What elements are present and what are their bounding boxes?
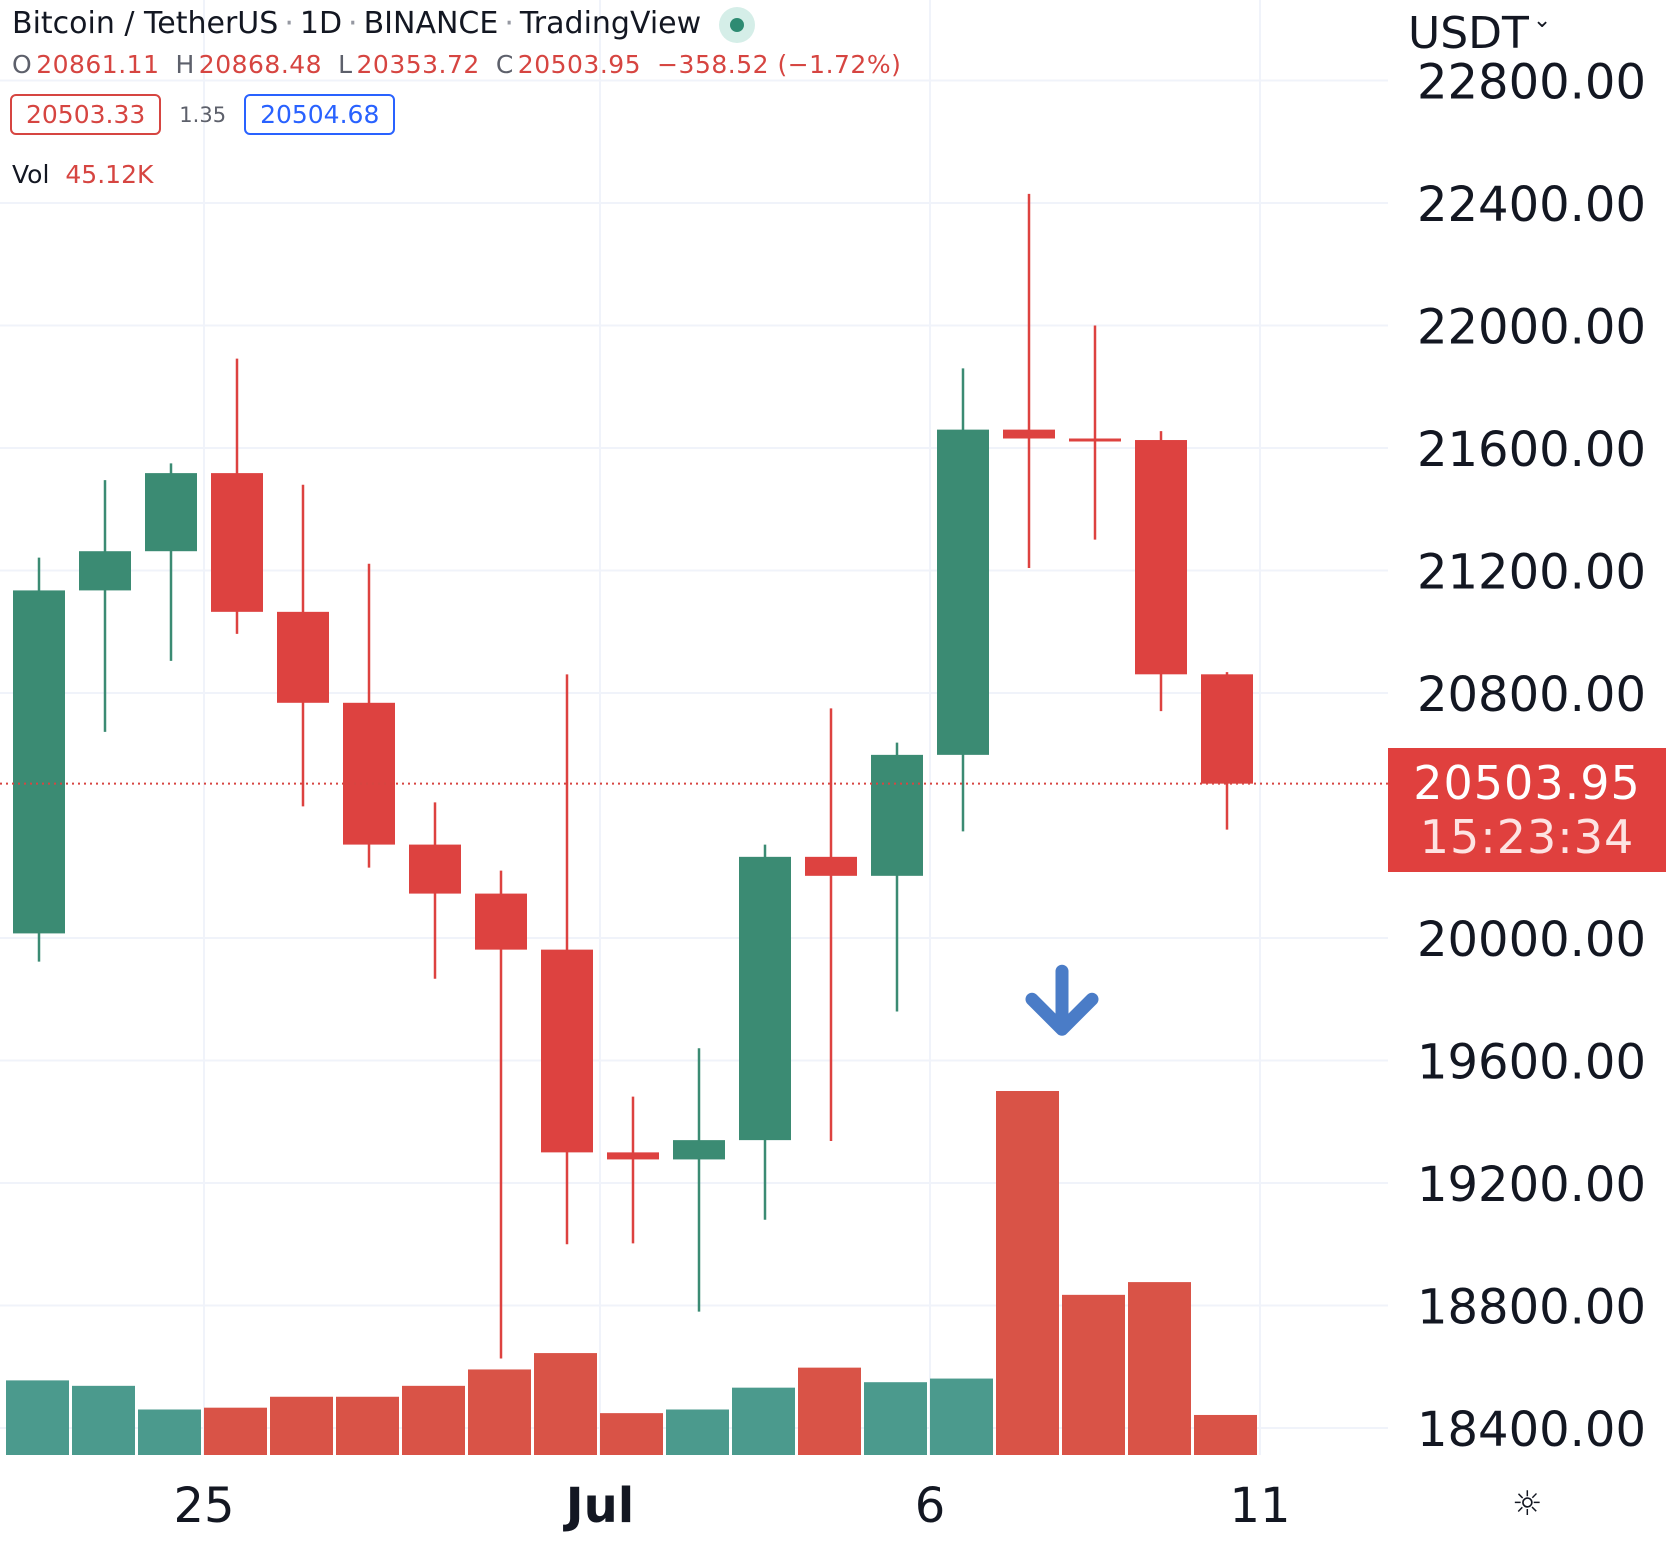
candle-body bbox=[607, 1152, 659, 1160]
candle-body bbox=[343, 702, 395, 845]
interval-label[interactable]: 1D bbox=[299, 6, 343, 41]
y-axis-tick-label: 22800.00 bbox=[1417, 55, 1646, 111]
last-price-label: 20503.95 15:23:34 bbox=[1388, 748, 1666, 872]
candle-body bbox=[1135, 440, 1187, 675]
close-value: 20503.95 bbox=[517, 50, 642, 79]
volume-legend: Vol 45.12K bbox=[12, 160, 153, 189]
volume-bar bbox=[1194, 1414, 1257, 1455]
settings-icon[interactable]: ☼ bbox=[1512, 1484, 1543, 1524]
y-axis-tick-label: 18400.00 bbox=[1417, 1402, 1646, 1458]
legend-separator: · bbox=[348, 6, 358, 41]
volume-bar bbox=[534, 1353, 597, 1455]
candle-body bbox=[1069, 438, 1121, 442]
close-label: C bbox=[495, 50, 514, 79]
ohlc-values: O 20861.11 H 20868.48 L 20353.72 C 20503.95 −358… bbox=[12, 50, 917, 79]
candle-body bbox=[475, 893, 527, 950]
volume-bar bbox=[666, 1409, 729, 1455]
buy-price-button[interactable]: 20504.68 bbox=[244, 94, 396, 135]
high-value: 20868.48 bbox=[198, 50, 323, 79]
arrow-down-icon bbox=[1025, 964, 1099, 1036]
legend-separator: · bbox=[284, 6, 294, 41]
symbol-name[interactable]: Bitcoin / TetherUS bbox=[12, 6, 279, 41]
bid-ask-panel: 20503.33 1.35 20504.68 bbox=[10, 94, 396, 135]
volume-bar bbox=[1062, 1294, 1125, 1455]
last-price-value: 20503.95 bbox=[1413, 756, 1641, 810]
chevron-down-icon: ⌄ bbox=[1532, 8, 1552, 33]
low-label: L bbox=[338, 50, 353, 79]
candle-body bbox=[409, 844, 461, 894]
volume-bar bbox=[996, 1091, 1059, 1455]
currency-selector[interactable]: USDT ⌄ bbox=[1408, 8, 1551, 59]
volume-bar bbox=[468, 1369, 531, 1455]
y-axis-tick-label: 18800.00 bbox=[1417, 1280, 1646, 1336]
candle-body bbox=[805, 856, 857, 876]
candle-body bbox=[937, 429, 989, 755]
spread-value: 1.35 bbox=[179, 102, 227, 127]
candle-body bbox=[13, 590, 65, 934]
volume-bar bbox=[270, 1396, 333, 1455]
candle-body bbox=[1201, 674, 1253, 784]
y-axis-tick-label: 20000.00 bbox=[1417, 912, 1646, 968]
sell-price-button[interactable]: 20503.33 bbox=[10, 94, 162, 135]
volume-bar bbox=[6, 1380, 69, 1455]
candle-body bbox=[277, 611, 329, 703]
arrow-down-path bbox=[1025, 964, 1099, 1036]
x-axis-tick-label: Jul bbox=[563, 1478, 634, 1534]
volume-value: 45.12K bbox=[65, 160, 154, 189]
volume-bar bbox=[138, 1409, 201, 1455]
change-value: −358.52 (−1.72%) bbox=[657, 50, 902, 79]
x-axis-tick-label: 11 bbox=[1229, 1478, 1290, 1534]
volume-bar bbox=[732, 1387, 795, 1455]
candle-body bbox=[739, 856, 791, 1141]
candle-body bbox=[1003, 429, 1055, 439]
volume-bar bbox=[600, 1413, 663, 1455]
high-label: H bbox=[175, 50, 195, 79]
y-axis-tick-label: 20800.00 bbox=[1417, 667, 1646, 723]
low-value: 20353.72 bbox=[356, 50, 480, 79]
y-axis-tick-label: 21600.00 bbox=[1417, 422, 1646, 478]
y-axis-tick-label: 21200.00 bbox=[1417, 545, 1646, 601]
y-axis-tick-label: 22400.00 bbox=[1417, 177, 1646, 233]
candle-body bbox=[673, 1140, 725, 1160]
exchange-label: BINANCE bbox=[363, 6, 499, 41]
bar-countdown: 15:23:34 bbox=[1419, 810, 1635, 864]
volume-bar bbox=[1128, 1282, 1191, 1455]
candle-body bbox=[541, 949, 593, 1153]
open-label: O bbox=[12, 50, 33, 79]
market-status-icon[interactable] bbox=[719, 6, 756, 43]
y-axis-tick-label: 22000.00 bbox=[1417, 300, 1646, 356]
x-axis-tick-label: 6 bbox=[915, 1478, 946, 1534]
source-label: TradingView bbox=[519, 6, 702, 41]
volume-bar bbox=[930, 1378, 993, 1455]
volume-bar bbox=[336, 1396, 399, 1455]
open-value: 20861.11 bbox=[36, 50, 160, 79]
currency-label: USDT bbox=[1408, 8, 1529, 59]
volume-label: Vol bbox=[12, 160, 50, 189]
currency-backdrop bbox=[1392, 0, 1666, 58]
y-axis-tick-label: 19200.00 bbox=[1417, 1157, 1646, 1213]
chart-legend: Bitcoin / TetherUS · 1D · BINANCE · TradingVie… bbox=[12, 6, 756, 43]
volume-bar bbox=[204, 1407, 267, 1455]
volume-bar bbox=[864, 1382, 927, 1455]
legend-separator: · bbox=[504, 6, 514, 41]
y-axis-tick-label: 19600.00 bbox=[1417, 1035, 1646, 1091]
x-axis-tick-label: 25 bbox=[173, 1478, 234, 1534]
candle-body bbox=[211, 473, 263, 612]
candle-body bbox=[871, 754, 923, 876]
candle-body bbox=[79, 551, 131, 591]
candle-body bbox=[145, 473, 197, 552]
volume-bar bbox=[798, 1367, 861, 1455]
volume-bar bbox=[72, 1385, 135, 1455]
volume-bar bbox=[402, 1385, 465, 1455]
